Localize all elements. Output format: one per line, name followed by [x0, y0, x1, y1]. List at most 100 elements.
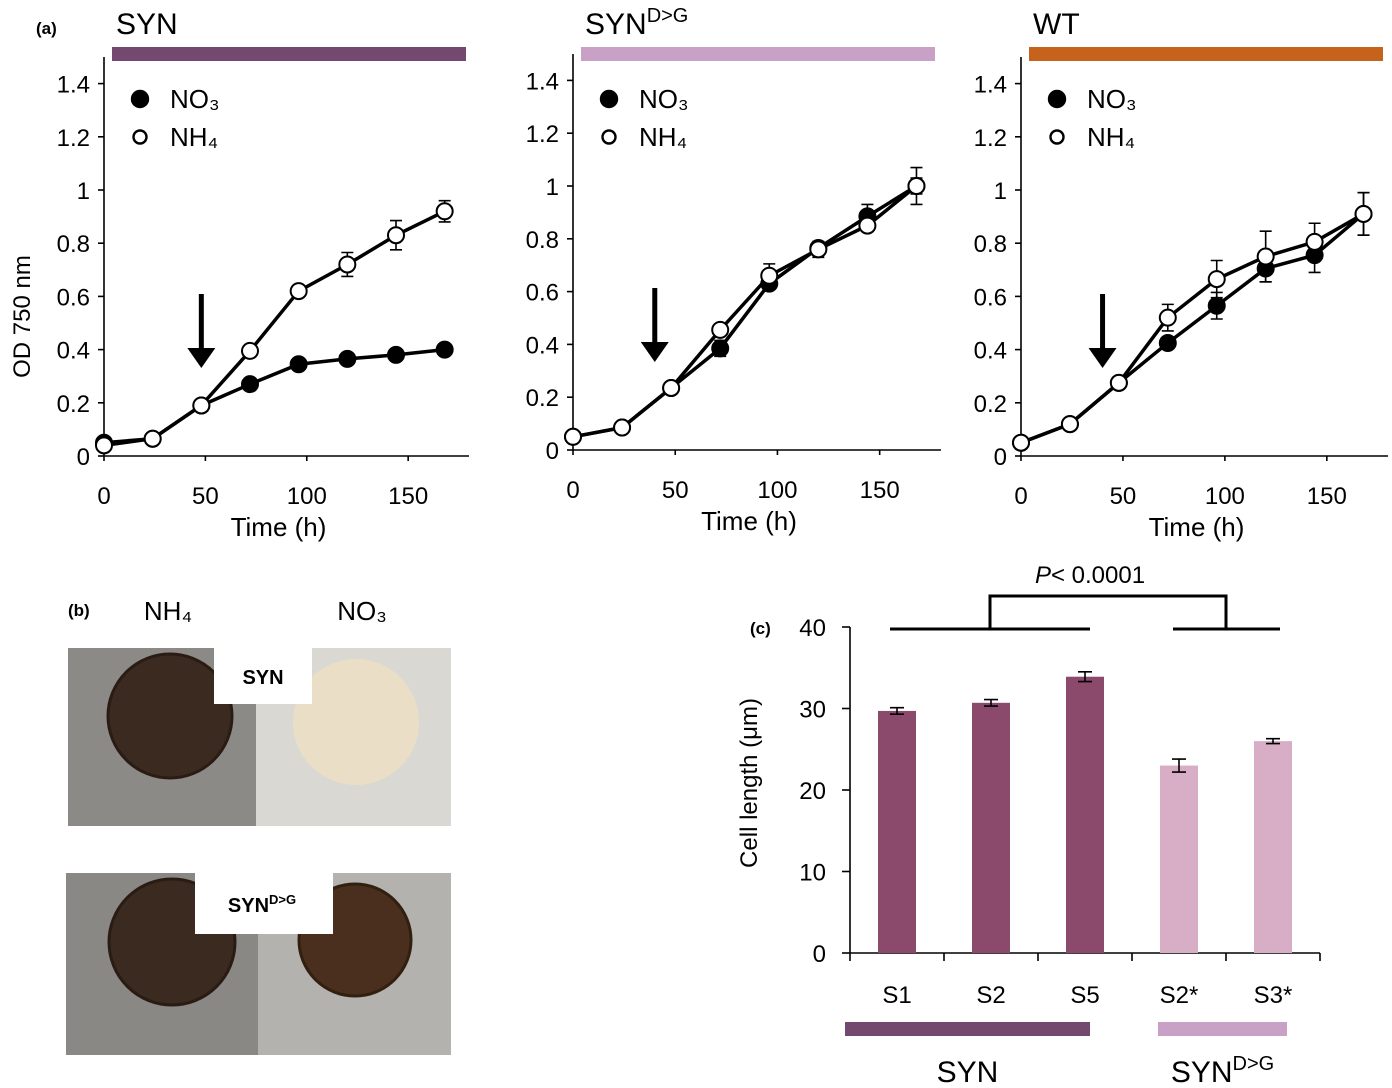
y-tick-label: 0.2 [57, 391, 90, 418]
group-label: SYND>G [1171, 1053, 1274, 1088]
legend-marker [132, 129, 148, 145]
x-tick-label: S3* [1254, 982, 1293, 1009]
x-tick-label: 50 [192, 483, 219, 510]
marker [1305, 232, 1324, 251]
y-tick-label: 0 [813, 941, 826, 968]
y-tick-label: 1.4 [526, 68, 559, 95]
column-label: NO₃ [337, 596, 387, 626]
bar [1066, 676, 1104, 953]
y-tick-label: 0.8 [526, 227, 559, 254]
x-tick-label: 0 [1014, 483, 1027, 510]
marker [192, 396, 211, 415]
marker [95, 436, 113, 455]
panel-label: (c) [750, 619, 771, 638]
panel-label: (b) [68, 601, 90, 620]
series-line [103, 209, 446, 448]
y-tick-label: 1.2 [974, 125, 1007, 152]
y-tick-label: 1.4 [974, 72, 1007, 99]
column-label: NH₄ [144, 596, 192, 626]
y-tick-label: 0.6 [57, 284, 90, 311]
marker [289, 282, 308, 301]
group-label-main: SYN [937, 1056, 999, 1088]
x-tick-label: S2 [976, 982, 1005, 1009]
chart-title-main: SYN [116, 8, 178, 41]
y-tick-label: 1 [77, 178, 90, 205]
y-tick-label: 1.2 [526, 121, 559, 148]
significance-bracket [890, 594, 1280, 631]
chart-title: SYN [116, 8, 178, 41]
x-axis-label: Time (h) [231, 512, 327, 542]
marker [289, 355, 308, 374]
bar [1254, 741, 1292, 953]
marker [564, 427, 582, 446]
y-tick-label: 0 [77, 444, 90, 471]
marker [435, 202, 454, 221]
error-bar [1078, 671, 1092, 683]
error-bar [890, 706, 904, 716]
y-tick-label: 10 [799, 860, 826, 887]
group-label: SYN [937, 1056, 999, 1088]
marker [1207, 296, 1226, 315]
error-bar [984, 698, 998, 707]
marker [1354, 204, 1373, 223]
marker [338, 349, 357, 368]
legend-marker [601, 129, 617, 145]
colony [106, 652, 234, 780]
legend-label: NH₄ [1087, 122, 1135, 152]
legend-label: NH₄ [170, 122, 218, 152]
y-tick-label: 0.4 [526, 332, 559, 359]
group-bar [1158, 1022, 1287, 1036]
legend-marker [130, 89, 150, 109]
group-label-sup: D>G [1233, 1053, 1275, 1075]
y-tick-label: 40 [799, 615, 826, 642]
x-tick-label: 50 [662, 477, 689, 504]
x-tick-label: 50 [1110, 483, 1137, 510]
y-tick-label: 0.4 [57, 338, 90, 365]
photo-top [68, 648, 451, 826]
y-tick-label: 0.8 [974, 231, 1007, 258]
y-tick-label: 0.6 [974, 284, 1007, 311]
error-bar [1172, 758, 1186, 773]
y-axis-label: OD 750 nm [9, 255, 36, 378]
photo-label-sup: D>G [269, 892, 296, 907]
x-axis-label: Time (h) [701, 506, 797, 536]
title-bar [1029, 47, 1383, 61]
marker [613, 418, 632, 437]
x-tick-label: 150 [388, 483, 428, 510]
colony [293, 659, 419, 785]
photo-label-main: SYN [228, 895, 269, 917]
bar [972, 702, 1010, 953]
y-tick-label: 1.2 [57, 125, 90, 152]
marker [858, 216, 877, 235]
chart-title: WT [1033, 8, 1080, 41]
legend-marker [1047, 89, 1067, 109]
bracket-line [988, 594, 1228, 629]
photo-bottom [66, 873, 451, 1055]
marker [809, 240, 828, 259]
x-axis-label: Time (h) [1149, 512, 1245, 542]
x-tick-label: S5 [1070, 982, 1099, 1009]
photo-label: SYND>G [228, 892, 296, 917]
y-tick-label: 30 [799, 697, 826, 724]
marker [1256, 247, 1275, 266]
x-tick-label: 150 [1307, 483, 1347, 510]
marker [241, 341, 259, 360]
marker [1060, 415, 1079, 434]
photo-label: SYN [242, 667, 283, 689]
legend-label: NO₃ [170, 84, 220, 114]
marker [1012, 433, 1030, 452]
title-bar [112, 47, 466, 61]
marker [1158, 308, 1177, 327]
marker [338, 255, 357, 274]
marker [387, 345, 405, 364]
y-tick-label: 0 [546, 438, 559, 465]
x-tick-label: 0 [97, 483, 110, 510]
y-tick-label: 0.8 [57, 231, 90, 258]
y-tick-label: 0.4 [974, 338, 1007, 365]
group-bar [845, 1022, 1090, 1036]
y-tick-label: 1 [994, 178, 1007, 205]
arrow-head [1088, 348, 1117, 368]
annotation: P< 0.0001 [1035, 562, 1145, 589]
marker [907, 177, 926, 195]
